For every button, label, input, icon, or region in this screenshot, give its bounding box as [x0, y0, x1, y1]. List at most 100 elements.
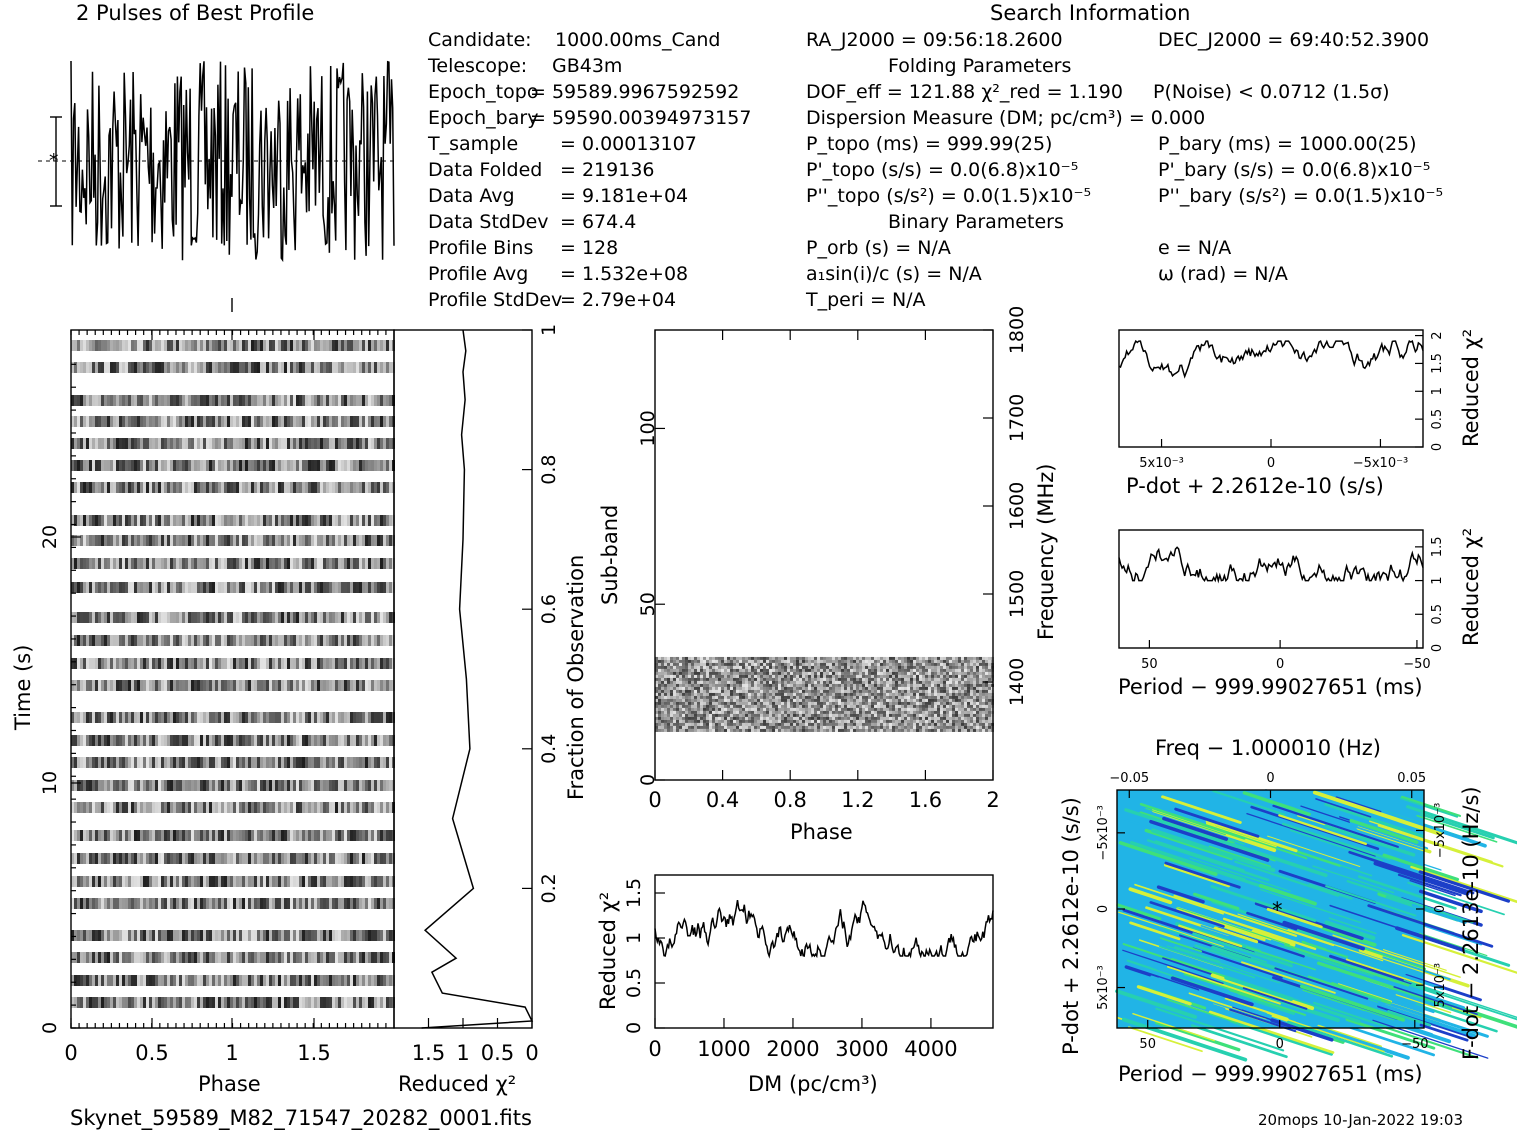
subint-cell [302, 558, 305, 569]
subint-cell [251, 612, 254, 623]
subint-cell [272, 416, 275, 427]
subband-cell [859, 659, 862, 663]
subint-cell [233, 898, 236, 909]
subint-cell [263, 515, 266, 526]
subint-cell [272, 757, 275, 768]
subint-cell [329, 362, 332, 373]
subband-cell [850, 692, 853, 696]
subint-cell [188, 340, 191, 351]
subband-cell [799, 665, 802, 669]
subint-cell [329, 395, 332, 406]
subint-cell [185, 930, 188, 941]
subband-cell [925, 695, 928, 699]
subint-cell [236, 997, 239, 1008]
subband-cell [796, 692, 799, 696]
subint-cell [233, 416, 236, 427]
subint-cell [116, 712, 119, 723]
subband-cell [679, 680, 682, 684]
subint-cell [188, 658, 191, 669]
subint-cell [176, 612, 179, 623]
subint-cell [260, 952, 263, 963]
subband-cell [889, 659, 892, 663]
subint-cell [254, 395, 257, 406]
subint-cell [155, 853, 158, 864]
subint-cell [92, 898, 95, 909]
subband-cell [790, 668, 793, 672]
subband-cell [856, 671, 859, 675]
subint-cell [152, 362, 155, 373]
subband-cell [865, 686, 868, 690]
subint-cell [350, 876, 353, 887]
subint-cell [116, 460, 119, 471]
subband-cell [757, 680, 760, 684]
subint-cell [188, 395, 191, 406]
subband-cell [949, 662, 952, 666]
subband-cell [673, 671, 676, 675]
subband-cell [961, 680, 964, 684]
subint-cell [314, 416, 317, 427]
subint-cell [263, 362, 266, 373]
subband-cell [901, 665, 904, 669]
subband-cell [811, 674, 814, 678]
subint-cell [209, 853, 212, 864]
subband-cell [751, 662, 754, 666]
subband-cell [799, 659, 802, 663]
subband-cell [712, 692, 715, 696]
subband-cell [748, 701, 751, 705]
subband-cell [946, 659, 949, 663]
subint-cell [320, 612, 323, 623]
subint-cell [176, 535, 179, 546]
subint-cell [119, 362, 122, 373]
subint-cell [245, 997, 248, 1008]
subint-cell [320, 712, 323, 723]
subband-cell [796, 671, 799, 675]
subband-cell [748, 677, 751, 681]
subint-cell [236, 952, 239, 963]
subint-cell [347, 802, 350, 813]
subint-cell [224, 635, 227, 646]
subint-cell [191, 952, 194, 963]
subint-cell [83, 515, 86, 526]
subint-cell [179, 757, 182, 768]
subband-cell [667, 659, 670, 663]
subint-cell [344, 952, 347, 963]
subint-cell [155, 340, 158, 351]
subint-cell [317, 340, 320, 351]
subint-cell [239, 658, 242, 669]
subint-cell [260, 438, 263, 449]
subint-cell [182, 757, 185, 768]
subint-cell [287, 802, 290, 813]
subband-cell [757, 656, 760, 660]
subband-cell [841, 683, 844, 687]
subint-cell [329, 898, 332, 909]
subband-cell [931, 656, 934, 660]
subband-cell [682, 698, 685, 702]
subint-cell [350, 582, 353, 593]
subint-cell [146, 340, 149, 351]
subband-cell [772, 692, 775, 696]
subint-cell [230, 658, 233, 669]
subband-cell [838, 662, 841, 666]
subint-cell [260, 515, 263, 526]
subint-cell [98, 635, 101, 646]
subint-cell [206, 712, 209, 723]
subint-cell [245, 853, 248, 864]
subband-cell [661, 692, 664, 696]
subint-cell [323, 395, 326, 406]
subint-cell [110, 780, 113, 791]
subband-cell [922, 662, 925, 666]
subint-cell [356, 735, 359, 746]
subint-cell [215, 482, 218, 493]
subint-cell [329, 438, 332, 449]
subband-cell [865, 692, 868, 696]
subint-cell [122, 438, 125, 449]
subband-cell [742, 656, 745, 660]
subint-row [71, 535, 395, 546]
subband-cell [700, 689, 703, 693]
subband-cell [745, 668, 748, 672]
subint-cell [227, 482, 230, 493]
subint-cell [116, 757, 119, 768]
subint-cell [164, 780, 167, 791]
subband-cell [889, 692, 892, 696]
